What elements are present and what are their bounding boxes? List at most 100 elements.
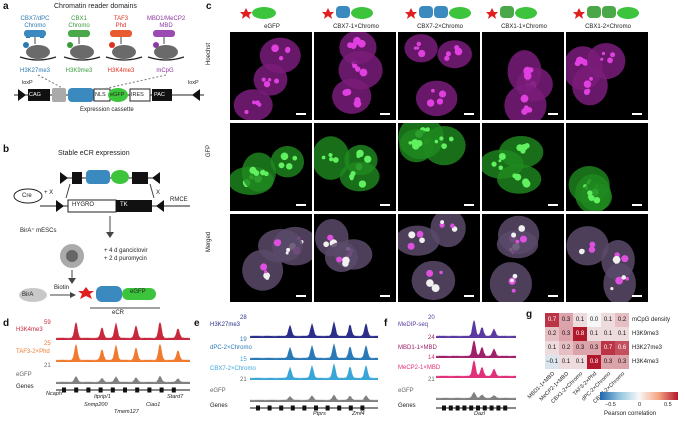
panel-d-label: d (3, 318, 10, 329)
micrograph-gfp-1 (230, 123, 312, 211)
track-f2-name: MBD1-1×MBD (398, 345, 437, 351)
signal-area (56, 375, 190, 384)
panel-c-label: c (206, 1, 212, 12)
micrograph-gfp-5 (566, 123, 648, 211)
heatmap-cell: 0.1 (545, 341, 559, 355)
reader-4-name: MBD1/MeCP2 (146, 16, 186, 22)
panel-c-construct-icons (240, 6, 639, 19)
track-e3-max: 15 (240, 357, 247, 363)
heatmap-cell: 0.8 (573, 327, 587, 341)
reader-2-domain: Chromo (68, 23, 90, 29)
ecr-label: eCR (112, 310, 125, 316)
colorbar-tick-3: 0.5 (664, 402, 672, 408)
panel-f-label: f (384, 318, 388, 329)
cassette-egfp: eGFP (110, 92, 125, 98)
stable-expression-schematic (13, 170, 190, 309)
panel-a-label: a (3, 1, 9, 12)
scale-bar (464, 204, 474, 206)
signal-area (250, 394, 378, 402)
micrograph-merged-3 (398, 214, 480, 302)
heatmap-cell: 0.2 (545, 327, 559, 341)
biotin-label: Biotin (54, 285, 70, 291)
cassette-ires: IRES (131, 92, 144, 98)
tk-label: TK (120, 202, 128, 208)
genes-d-label: Genes (16, 384, 34, 390)
gene-d-tmem: Tmem127 (114, 409, 139, 415)
ecr-egfp-label: eGFP (130, 289, 146, 295)
micrograph-merged-4 (482, 214, 564, 302)
signal-svg-d-1 (56, 322, 190, 340)
micrograph-gfp-4 (482, 123, 564, 211)
mark-1-label: H3K27me3 (19, 68, 51, 74)
heatmap-cell: 0.1 (601, 327, 615, 341)
micrograph-merged-5 (566, 214, 648, 302)
x-left-label: + X (44, 190, 54, 196)
signal-area (56, 344, 190, 362)
gene-e-ptprs: Ptprs (313, 411, 326, 417)
micrograph-gfp-2 (314, 123, 396, 211)
gene-d-ciao: Ciao1 (146, 402, 161, 408)
expression-cassette (14, 88, 204, 102)
heatmap-cell: 0.1 (587, 327, 601, 341)
panel-b-title: Stable eCR expression (58, 150, 130, 157)
track-f3-max: 14 (428, 355, 435, 361)
signal-svg-d-3 (56, 375, 190, 384)
cassette-cag: CAG (29, 92, 41, 98)
nucleosome-2-icon (70, 45, 94, 59)
reader-4-domain: MBD (159, 23, 173, 29)
track-d3-name: eGFP (16, 372, 32, 378)
heatmap-cell: 0.1 (573, 355, 587, 369)
heatmap-cell: 0.8 (587, 355, 601, 369)
gene-d-snmp: Snmp200 (84, 402, 108, 408)
track-f3-name: MeCP2-1×MBD (398, 365, 441, 371)
reader-3-domain: Phd (115, 23, 127, 29)
scale-bar (632, 204, 642, 206)
row-label-merged: Merged (206, 231, 212, 253)
track-e4-name: eGFP (210, 388, 226, 394)
heatmap-cell: 0.1 (601, 313, 615, 327)
scale-bar (632, 295, 642, 297)
mark-4-label: mCpG (156, 68, 174, 74)
egfp-icon-1 (252, 7, 276, 19)
track-d1-name: H3K4me3 (16, 327, 43, 333)
col-header-4: CBX1-1×Chromo (501, 24, 547, 30)
gene-d-itprip: Itprip/1 (94, 394, 111, 400)
signal-area (250, 363, 378, 380)
track-e3-name: CBX7-2×Chromo (210, 366, 256, 372)
genes-e-label: Genes (210, 403, 228, 409)
col-header-5: CBX1-2×Chromo (585, 24, 631, 30)
heatmap-cell: 0.1 (573, 313, 587, 327)
heatmap-cell: 0.3 (615, 355, 629, 369)
loxp-left-label: loxP (22, 80, 33, 86)
micrograph-hoechst-2 (314, 32, 396, 120)
track-f1-name: MeDIP-seq (398, 322, 429, 328)
scale-bar (296, 113, 306, 115)
track-d1-max: 59 (44, 320, 51, 326)
nucleosome-4-icon (154, 45, 178, 59)
colorbar-tick-2: 0 (638, 402, 642, 408)
reader-box-1-icon (24, 30, 46, 37)
signal-svg-d-2 (56, 344, 190, 362)
heatmap-row-3: H3K27me3 (632, 345, 663, 351)
micrograph-merged-1 (230, 214, 312, 302)
reader-2-name: CBX1 (71, 16, 87, 22)
heatmap-cell: 0.3 (559, 327, 573, 341)
heatmap-row-1: mCpG density (632, 317, 671, 323)
nucleosome-3-icon (112, 45, 136, 59)
nucleosome-1-icon (26, 45, 50, 59)
col-header-1: eGFP (264, 24, 280, 30)
signal-area (436, 360, 516, 378)
heatmap-cell: 0.0 (587, 313, 601, 327)
cassette-pac: PAC (154, 92, 165, 98)
gene-d-stard: Stard7 (167, 394, 184, 400)
col-header-2: CBX7-1×Chromo (333, 24, 379, 30)
x-right-label: X (156, 190, 161, 196)
colorbar-tick-1: −0.5 (605, 402, 616, 408)
track-f2-max: 24 (428, 335, 435, 341)
micrograph-hoechst-4 (482, 32, 564, 120)
heatmap-cell: 0.2 (615, 313, 629, 327)
panel-b-label: b (3, 144, 10, 155)
track-d2-max: 25 (44, 341, 51, 347)
cassette-nls: NLS (95, 92, 106, 98)
scale-bar (464, 113, 474, 115)
